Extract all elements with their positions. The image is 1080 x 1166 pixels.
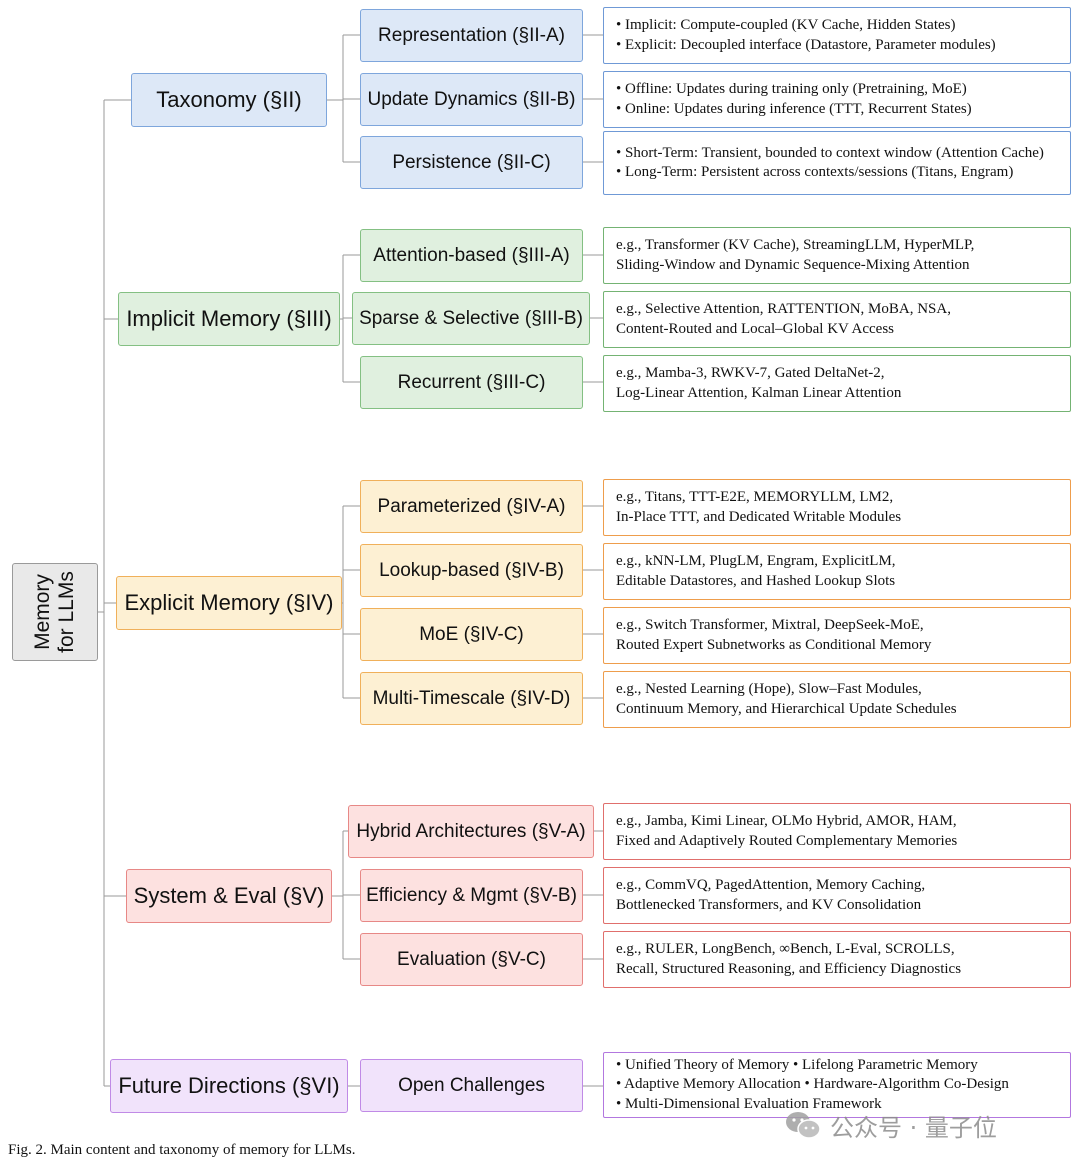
leaf-line: e.g., CommVQ, PagedAttention, Memory Cac… [616,877,926,893]
leaf-line: • Short-Term: Transient, bounded to cont… [616,144,1044,161]
root-node: Memory for LLMs [12,563,98,661]
node-sparse-selective-label: Sparse & Selective (§III-B) [359,307,583,329]
leaf-line: Fixed and Adaptively Routed Complementar… [616,832,958,849]
node-representation-label: Representation (§II-A) [378,24,565,46]
leaf-attention-based: e.g., Transformer (KV Cache), StreamingL… [603,227,1071,284]
leaf-sparse-selective: e.g., Selective Attention, RATTENTION, M… [603,291,1071,348]
leaf-line: Bottlenecked Transformers, and KV Consol… [616,896,922,913]
root-label-line2: for LLMs [54,571,78,653]
watermark-text: 公众号 · 量子位 [830,1113,997,1142]
node-persistence-label: Persistence (§II-C) [392,151,551,173]
leaf-line: • Explicit: Decoupled interface (Datasto… [616,36,996,53]
leaf-line: e.g., Nested Learning (Hope), Slow–Fast … [616,681,922,697]
figure-caption: Fig. 2. Main content and taxonomy of mem… [8,1142,356,1158]
leaf-line: e.g., kNN-LM, PlugLM, Engram, ExplicitLM… [616,553,896,569]
root-label-line1: Memory [30,574,54,650]
node-taxonomy: Taxonomy (§II) [131,73,327,127]
leaf-line: Log-Linear Attention, Kalman Linear Atte… [616,384,902,401]
node-efficiency-mgmt-label: Efficiency & Mgmt (§V-B) [366,884,577,906]
node-sparse-selective: Sparse & Selective (§III-B) [352,292,590,345]
leaf-representation: • Implicit: Compute-coupled (KV Cache, H… [603,7,1071,64]
node-open-challenges: Open Challenges [360,1059,583,1112]
node-moe-label: MoE (§IV-C) [419,623,524,645]
leaf-persistence: • Short-Term: Transient, bounded to cont… [603,131,1071,195]
node-representation: Representation (§II-A) [360,9,583,62]
node-update-dynamics-label: Update Dynamics (§II-B) [367,88,576,110]
node-lookup-based-label: Lookup-based (§IV-B) [379,559,564,581]
leaf-line: Sliding-Window and Dynamic Sequence-Mixi… [616,256,970,273]
leaf-line: • Online: Updates during inference (TTT,… [616,100,972,117]
node-implicit-memory: Implicit Memory (§III) [118,292,340,346]
leaf-line: • Adaptive Memory Allocation • Hardware-… [616,1076,1009,1093]
leaf-update-dynamics: • Offline: Updates during training only … [603,71,1071,128]
leaf-line: e.g., Switch Transformer, Mixtral, DeepS… [616,617,924,633]
leaf-multi-timescale: e.g., Nested Learning (Hope), Slow–Fast … [603,671,1071,728]
node-system-eval-label: System & Eval (§V) [133,883,325,908]
node-recurrent-label: Recurrent (§III-C) [397,371,546,393]
leaf-line: • Offline: Updates during training only … [616,81,967,97]
leaf-line: e.g., Selective Attention, RATTENTION, M… [616,301,951,317]
leaf-line: Content-Routed and Local–Global KV Acces… [616,320,894,337]
node-attention-based-label: Attention-based (§III-A) [373,244,570,266]
node-system-eval: System & Eval (§V) [126,869,332,923]
leaf-line: e.g., RULER, LongBench, ∞Bench, L-Eval, … [616,941,955,957]
node-future-directions: Future Directions (§VI) [110,1059,348,1113]
node-evaluation: Evaluation (§V-C) [360,933,583,986]
leaf-line: Recall, Structured Reasoning, and Effici… [616,960,962,977]
node-moe: MoE (§IV-C) [360,608,583,661]
wechat-logo-icon [786,1112,821,1139]
leaf-line: • Unified Theory of Memory • Lifelong Pa… [616,1056,978,1073]
leaf-line: e.g., Mamba-3, RWKV-7, Gated DeltaNet-2, [616,365,885,381]
node-explicit-memory: Explicit Memory (§IV) [116,576,342,630]
node-hybrid-architectures: Hybrid Architectures (§V-A) [348,805,594,858]
node-multi-timescale: Multi-Timescale (§IV-D) [360,672,583,725]
leaf-lookup-based: e.g., kNN-LM, PlugLM, Engram, ExplicitLM… [603,543,1071,600]
leaf-line: In-Place TTT, and Dedicated Writable Mod… [616,508,902,525]
watermark: 公众号 · 量子位 [784,1108,997,1142]
node-open-challenges-label: Open Challenges [398,1074,545,1096]
leaf-recurrent: e.g., Mamba-3, RWKV-7, Gated DeltaNet-2,… [603,355,1071,412]
leaf-line: e.g., Transformer (KV Cache), StreamingL… [616,237,975,253]
node-future-directions-label: Future Directions (§VI) [118,1073,340,1098]
node-persistence: Persistence (§II-C) [360,136,583,189]
node-update-dynamics: Update Dynamics (§II-B) [360,73,583,126]
node-recurrent: Recurrent (§III-C) [360,356,583,409]
node-parameterized-label: Parameterized (§IV-A) [377,495,566,517]
node-implicit-memory-label: Implicit Memory (§III) [126,306,332,331]
leaf-line: • Multi-Dimensional Evaluation Framework [616,1095,882,1112]
leaf-line: e.g., Jamba, Kimi Linear, OLMo Hybrid, A… [616,813,957,829]
leaf-evaluation: e.g., RULER, LongBench, ∞Bench, L-Eval, … [603,931,1071,988]
node-taxonomy-label: Taxonomy (§II) [156,87,302,112]
node-hybrid-architectures-label: Hybrid Architectures (§V-A) [356,820,586,842]
node-lookup-based: Lookup-based (§IV-B) [360,544,583,597]
node-multi-timescale-label: Multi-Timescale (§IV-D) [372,687,571,709]
node-parameterized: Parameterized (§IV-A) [360,480,583,533]
node-explicit-memory-label: Explicit Memory (§IV) [124,590,334,615]
node-attention-based: Attention-based (§III-A) [360,229,583,282]
leaf-hybrid-architectures: e.g., Jamba, Kimi Linear, OLMo Hybrid, A… [603,803,1071,860]
leaf-line: Routed Expert Subnetworks as Conditional… [616,636,932,653]
node-evaluation-label: Evaluation (§V-C) [397,948,546,970]
leaf-line: Editable Datastores, and Hashed Lookup S… [616,572,896,589]
leaf-efficiency-mgmt: e.g., CommVQ, PagedAttention, Memory Cac… [603,867,1071,924]
leaf-line: • Implicit: Compute-coupled (KV Cache, H… [616,17,956,33]
leaf-line: e.g., Titans, TTT-E2E, MEMORYLLM, LM2, [616,489,894,505]
leaf-line: • Long-Term: Persistent across contexts/… [616,164,1014,180]
leaf-moe: e.g., Switch Transformer, Mixtral, DeepS… [603,607,1071,664]
leaf-parameterized: e.g., Titans, TTT-E2E, MEMORYLLM, LM2, I… [603,479,1071,536]
leaf-open-challenges: • Unified Theory of Memory • Lifelong Pa… [603,1052,1071,1118]
node-efficiency-mgmt: Efficiency & Mgmt (§V-B) [360,869,583,922]
leaf-line: Continuum Memory, and Hierarchical Updat… [616,700,957,717]
